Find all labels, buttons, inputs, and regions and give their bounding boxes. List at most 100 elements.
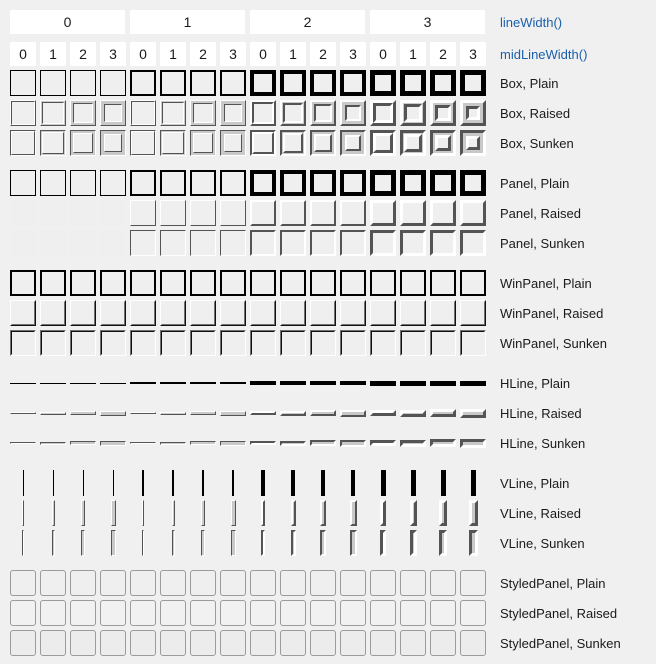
frame-sample-styledpanel-raised-lw2-mlw3 (340, 600, 366, 626)
panel-raised-frame (70, 200, 96, 226)
midlinewidth-header-cell: 3 (100, 42, 126, 66)
frame-sample-vline-plain-lw3-mlw2 (430, 470, 456, 496)
frame-sample-panel-raised-lw3-mlw2 (430, 200, 456, 226)
frame-sample-winpanel-sunken-lw3-mlw0 (370, 330, 396, 356)
frame-sample-vline-plain-lw3-mlw0 (370, 470, 396, 496)
hline-raised-frame (400, 409, 426, 417)
frame-sample-box-plain-lw2-mlw3 (340, 70, 366, 96)
vline-raised-frame (290, 500, 296, 526)
vline-sunken-frame (439, 530, 447, 556)
frame-sample-winpanel-plain-lw3-mlw3 (460, 270, 486, 296)
frame-sample-box-raised-lw0-mlw1 (40, 100, 66, 126)
frame-sample-box-plain-lw3-mlw2 (430, 70, 456, 96)
winpanel-plain-frame (190, 270, 216, 296)
panel-sunken-frame (460, 230, 486, 256)
box-plain-frame (10, 70, 36, 96)
frame-row-label: HLine, Raised (500, 406, 582, 421)
frame-sample-box-plain-lw1-mlw1 (160, 70, 186, 96)
winpanel-plain-frame (160, 270, 186, 296)
linewidth-link[interactable]: lineWidth() (500, 15, 563, 30)
frame-row-label: Panel, Sunken (500, 236, 585, 251)
box-plain-frame (400, 70, 426, 96)
frame-sample-panel-sunken-lw2-mlw1 (280, 230, 306, 256)
frame-sample-box-sunken-lw2-mlw2 (310, 130, 336, 156)
frame-sample-panel-raised-lw2-mlw2 (310, 200, 336, 226)
frame-sample-box-raised-lw1-mlw3 (220, 100, 246, 126)
hline-sunken-frame (100, 440, 126, 446)
midlinewidth-header-cell: 2 (190, 42, 216, 66)
styledpanel-sunken-frame (370, 630, 396, 656)
frame-sample-styledpanel-raised-lw0-mlw2 (70, 600, 96, 626)
vline-plain-frame (172, 470, 174, 496)
styledpanel-sunken-frame (70, 630, 96, 656)
frame-sample-styledpanel-raised-lw0-mlw3 (100, 600, 126, 626)
box-sunken-frame (220, 130, 246, 156)
box-sunken-frame (400, 130, 426, 156)
styledpanel-sunken-frame (280, 630, 306, 656)
frame-sample-styledpanel-raised-lw3-mlw3 (460, 600, 486, 626)
frame-sample-vline-raised-lw2-mlw1 (280, 500, 306, 526)
panel-sunken-frame (370, 230, 396, 256)
frame-sample-box-sunken-lw3-mlw0 (370, 130, 396, 156)
linewidth-header-cell: 0 (10, 10, 125, 34)
hline-plain-frame (220, 382, 246, 384)
panel-sunken-frame (250, 230, 276, 256)
box-plain-frame (130, 70, 156, 96)
box-sunken-frame (10, 130, 36, 156)
frame-sample-panel-sunken-lw0-mlw2 (70, 230, 96, 256)
vline-raised-frame (171, 500, 175, 526)
frame-sample-hline-raised-lw2-mlw3 (340, 400, 366, 426)
panel-raised-frame (10, 200, 36, 226)
frame-sample-panel-plain-lw1-mlw3 (220, 170, 246, 196)
panel-raised-frame (130, 200, 156, 226)
frame-row-label: StyledPanel, Plain (500, 576, 606, 591)
vline-sunken-frame (409, 530, 417, 556)
frame-sample-hline-plain-lw0-mlw2 (70, 370, 96, 396)
frame-sample-styledpanel-raised-lw1-mlw3 (220, 600, 246, 626)
hline-plain-frame (100, 382, 126, 384)
frame-sample-panel-raised-lw1-mlw0 (130, 200, 156, 226)
frame-sample-styledpanel-plain-lw3-mlw2 (430, 570, 456, 596)
frame-sample-styledpanel-raised-lw1-mlw0 (130, 600, 156, 626)
box-raised-frame (220, 100, 246, 126)
vline-sunken-frame (110, 530, 116, 556)
winpanel-plain-frame (10, 270, 36, 296)
frame-row-label: VLine, Plain (500, 476, 570, 491)
panel-raised-frame (40, 200, 66, 226)
frame-sample-hline-sunken-lw2-mlw1 (280, 430, 306, 456)
panel-raised-frame (310, 200, 336, 226)
winpanel-sunken-frame (460, 330, 486, 356)
frame-sample-box-plain-lw0-mlw3 (100, 70, 126, 96)
styledpanel-raised-frame (250, 600, 276, 626)
styledpanel-sunken-frame (460, 630, 486, 656)
frame-sample-winpanel-plain-lw3-mlw1 (400, 270, 426, 296)
vline-sunken-frame (22, 530, 24, 556)
box-plain-frame (280, 70, 306, 96)
hline-raised-frame (70, 411, 96, 415)
hline-plain-frame (340, 381, 366, 385)
styledpanel-plain-frame (370, 570, 396, 596)
frame-sample-winpanel-sunken-lw2-mlw1 (280, 330, 306, 356)
panel-raised-frame (250, 200, 276, 226)
frame-sample-box-plain-lw1-mlw3 (220, 70, 246, 96)
panel-plain-frame (70, 170, 96, 196)
frame-sample-box-plain-lw1-mlw0 (130, 70, 156, 96)
frame-sample-styledpanel-raised-lw2-mlw2 (310, 600, 336, 626)
frame-sample-hline-raised-lw0-mlw1 (40, 400, 66, 426)
frame-sample-vline-raised-lw2-mlw0 (250, 500, 276, 526)
styledpanel-raised-frame (400, 600, 426, 626)
frame-row-label: Box, Plain (500, 76, 559, 91)
frame-row-label: VLine, Sunken (500, 536, 585, 551)
midlinewidth-link[interactable]: midLineWidth() (500, 47, 588, 62)
hline-sunken-frame (400, 439, 426, 447)
frame-sample-box-plain-lw3-mlw0 (370, 70, 396, 96)
frame-sample-box-plain-lw3-mlw1 (400, 70, 426, 96)
winpanel-raised-frame (340, 300, 366, 326)
frame-sample-styledpanel-raised-lw2-mlw0 (250, 600, 276, 626)
box-sunken-frame (40, 130, 66, 156)
frame-sample-box-plain-lw2-mlw0 (250, 70, 276, 96)
frame-sample-hline-plain-lw0-mlw3 (100, 370, 126, 396)
winpanel-plain-frame (400, 270, 426, 296)
frame-sample-panel-raised-lw1-mlw3 (220, 200, 246, 226)
box-plain-frame (190, 70, 216, 96)
